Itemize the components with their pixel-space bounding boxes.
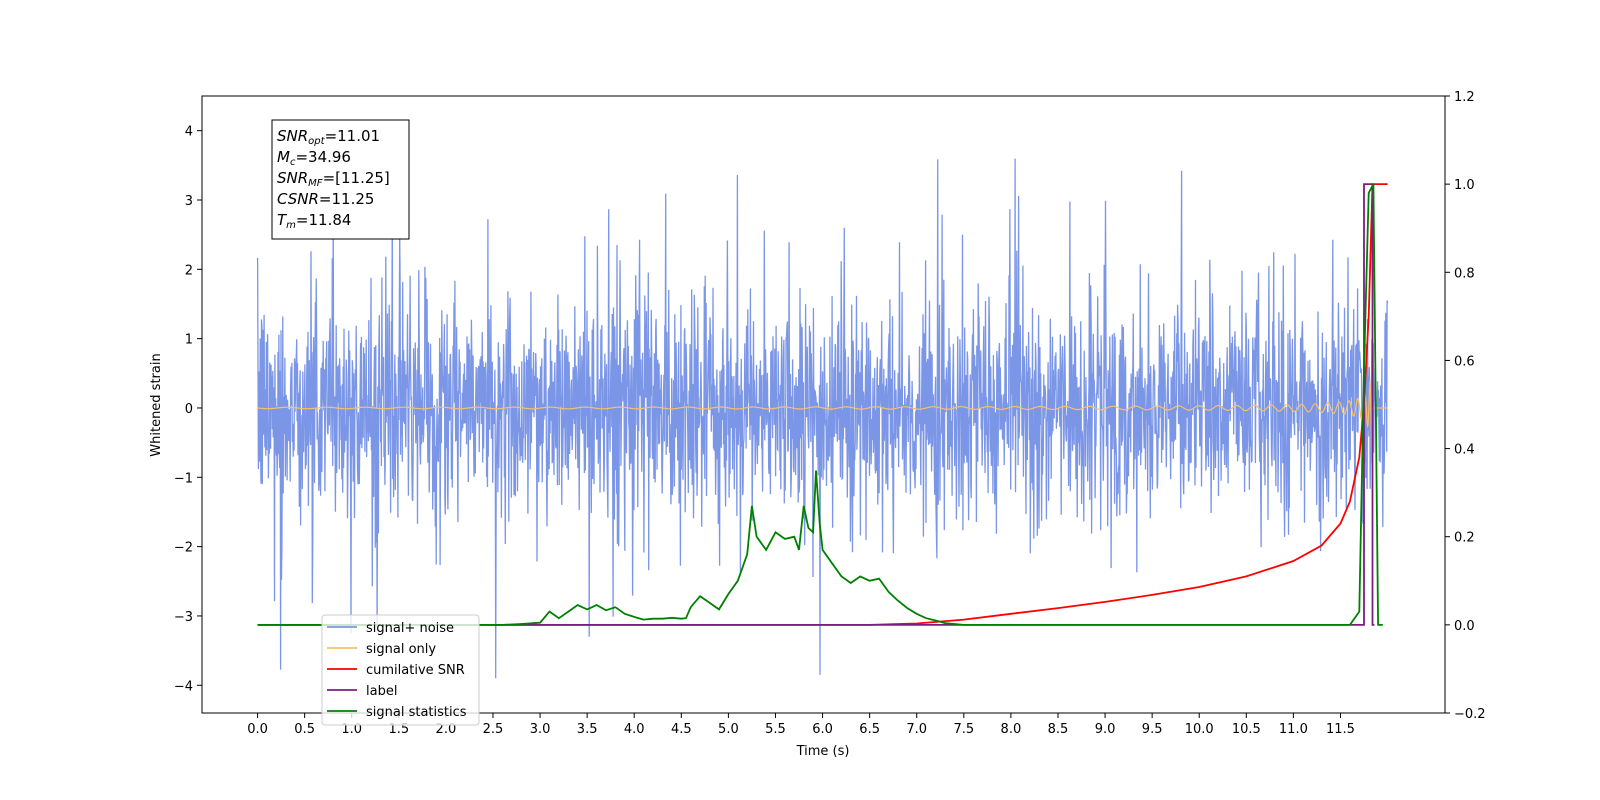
- legend-label: signal only: [366, 642, 436, 657]
- info-line: Mc=34.96: [277, 148, 351, 168]
- y-axis-left: 4 3 2 1 0 −1 −2 −3 −4: [174, 125, 202, 694]
- y-tick-label: −2: [174, 541, 193, 556]
- y-tick-label: 4: [185, 125, 193, 140]
- x-tick-label: 9.0: [1095, 722, 1116, 737]
- series-signal-only: [257, 380, 1388, 464]
- y2-tick-label: 0.2: [1454, 531, 1475, 546]
- y-tick-label: 2: [185, 263, 193, 278]
- x-tick-label: 1.0: [341, 722, 362, 737]
- x-tick-label: 3.5: [577, 722, 598, 737]
- y-axis-right: 1.2 1.0 0.8 0.6 0.4 0.2 0.0 −0.2: [1445, 90, 1486, 722]
- series-signal-statistics: [257, 183, 1383, 626]
- x-tick-label: 7.0: [906, 722, 927, 737]
- x-tick-label: 10.0: [1185, 722, 1214, 737]
- x-axis: 0.0 0.5 1.0 1.5 2.0 2.5 3.0 3.5 4.0 4.5 5.0 5.5 6.0 6…: [247, 713, 1355, 737]
- y-tick-label: −1: [174, 471, 193, 486]
- legend-label: cumilative SNR: [366, 663, 465, 678]
- y2-tick-label: 1.2: [1454, 90, 1475, 105]
- y-tick-label: 3: [185, 194, 193, 209]
- x-tick-label: 0.5: [294, 722, 315, 737]
- x-tick-label: 5.0: [718, 722, 739, 737]
- x-tick-label: 0.0: [247, 722, 268, 737]
- x-tick-label: 11.5: [1326, 722, 1355, 737]
- x-tick-label: 8.5: [1048, 722, 1069, 737]
- y-tick-label: 0: [185, 402, 193, 417]
- x-tick-label: 4.5: [671, 722, 692, 737]
- info-line: Tm=11.84: [277, 211, 351, 231]
- y-tick-label: −3: [174, 610, 193, 625]
- info-line: CSNR=11.25: [277, 190, 374, 208]
- info-line: SNRopt=11.01: [277, 127, 380, 147]
- plot-frame: [201, 95, 1446, 714]
- legend-label: signal statistics: [366, 705, 467, 720]
- x-tick-label: 5.5: [765, 722, 786, 737]
- y2-tick-label: 0.6: [1454, 354, 1475, 369]
- x-tick-label: 1.5: [388, 722, 409, 737]
- plot-area: [256, 158, 1389, 679]
- x-tick-label: 6.5: [859, 722, 880, 737]
- legend-label: signal+ noise: [366, 621, 454, 636]
- series-signal-noise: [256, 158, 1389, 679]
- legend-frame: [321, 614, 480, 726]
- y2-tick-label: 1.0: [1454, 178, 1475, 193]
- x-tick-label: 2.5: [483, 722, 504, 737]
- x-tick-label: 4.0: [624, 722, 645, 737]
- legend-label: label: [366, 684, 397, 699]
- x-tick-label: 9.5: [1142, 722, 1163, 737]
- x-tick-label: 8.0: [1001, 722, 1022, 737]
- y2-tick-label: 0.4: [1454, 443, 1475, 458]
- info-box: SNRopt=11.01Mc=34.96SNRMF=[11.25]CSNR=11…: [271, 119, 410, 240]
- legend: signal+ noise signal only cumilative SNR la…: [321, 614, 480, 726]
- y-tick-label: 1: [185, 333, 193, 348]
- info-line: SNRMF=[11.25]: [277, 169, 390, 189]
- y2-tick-label: 0.0: [1454, 619, 1475, 634]
- x-tick-label: 11.0: [1279, 722, 1308, 737]
- x-tick-label: 3.0: [530, 722, 551, 737]
- y-tick-label: −4: [174, 679, 193, 694]
- y-axis-label: Whitened strain: [149, 353, 164, 456]
- x-tick-label: 7.5: [953, 722, 974, 737]
- x-tick-label: 6.0: [812, 722, 833, 737]
- info-box-frame: [271, 119, 410, 240]
- x-tick-label: 10.5: [1232, 722, 1261, 737]
- y2-tick-label: −0.2: [1454, 707, 1486, 722]
- y2-tick-label: 0.8: [1454, 266, 1475, 281]
- x-axis-label: Time (s): [796, 744, 850, 759]
- x-tick-label: 2.0: [436, 722, 457, 737]
